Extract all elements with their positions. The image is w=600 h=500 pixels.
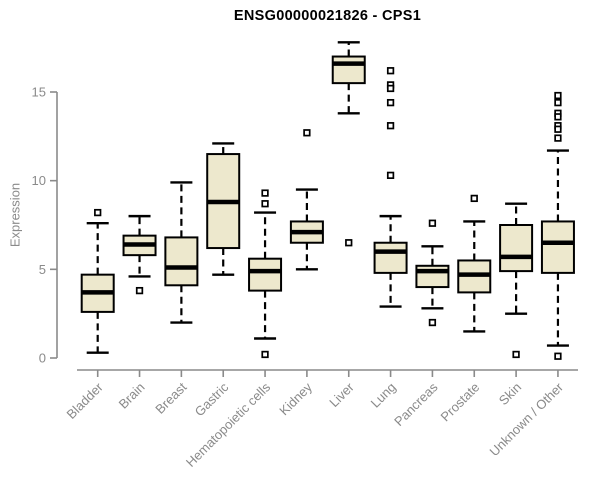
outlier-brain-0: [135, 286, 144, 295]
outlier-unknown-other-7: [554, 352, 562, 360]
box-liver: [331, 55, 366, 85]
x-category-label-liver: Liver: [326, 379, 357, 410]
x-category-label-bladder: Bladder: [64, 379, 107, 422]
box-unknown-other: [540, 220, 575, 274]
outlier-pancreas-1: [428, 318, 437, 327]
x-category-label-breast: Breast: [152, 379, 189, 416]
y-tick-label-15: 15: [32, 85, 46, 100]
x-category-label-unknown-other: Unknown / Other: [486, 379, 566, 459]
y-tick-label-10: 10: [32, 173, 46, 188]
box-lung: [373, 241, 408, 274]
x-category-label-skin: Skin: [496, 380, 524, 408]
x-category-label-prostate: Prostate: [438, 380, 483, 425]
x-category-label-brain: Brain: [116, 380, 148, 412]
box-hematopoietic-cells: [248, 257, 283, 292]
y-tick-label-5: 5: [39, 262, 46, 277]
outlier-pancreas-0: [428, 219, 437, 227]
x-category-label-pancreas: Pancreas: [391, 379, 441, 429]
outlier-lung-2: [386, 84, 395, 93]
box-breast: [164, 236, 199, 287]
outlier-lung-0: [386, 67, 395, 75]
x-category-label-gastric: Gastric: [192, 379, 232, 419]
outlier-prostate-0: [470, 194, 478, 203]
outlier-unknown-other-1: [554, 98, 562, 107]
outlier-unknown-other-6: [554, 134, 562, 142]
outlier-lung-4: [386, 122, 395, 130]
outlier-lung-5: [386, 171, 395, 179]
outlier-liver-0: [345, 239, 353, 247]
outlier-hematopoietic-cells-2: [261, 350, 269, 359]
y-tick-label-0: 0: [39, 351, 46, 366]
outlier-unknown-other-0: [554, 91, 562, 100]
box-skin: [499, 224, 534, 273]
chart-title: ENSG00000021826 - CPS1: [233, 8, 422, 24]
x-category-label-kidney: Kidney: [276, 379, 315, 418]
outlier-unknown-other-3: [554, 113, 562, 121]
x-category-label-lung: Lung: [368, 380, 399, 411]
outlier-kidney-0: [303, 129, 311, 137]
outlier-bladder-0: [94, 208, 102, 217]
outlier-skin-0: [512, 350, 520, 359]
outlier-hematopoietic-cells-1: [261, 200, 269, 208]
outlier-lung-3: [386, 98, 395, 107]
outlier-unknown-other-5: [554, 125, 562, 133]
outlier-hematopoietic-cells-0: [261, 189, 269, 197]
